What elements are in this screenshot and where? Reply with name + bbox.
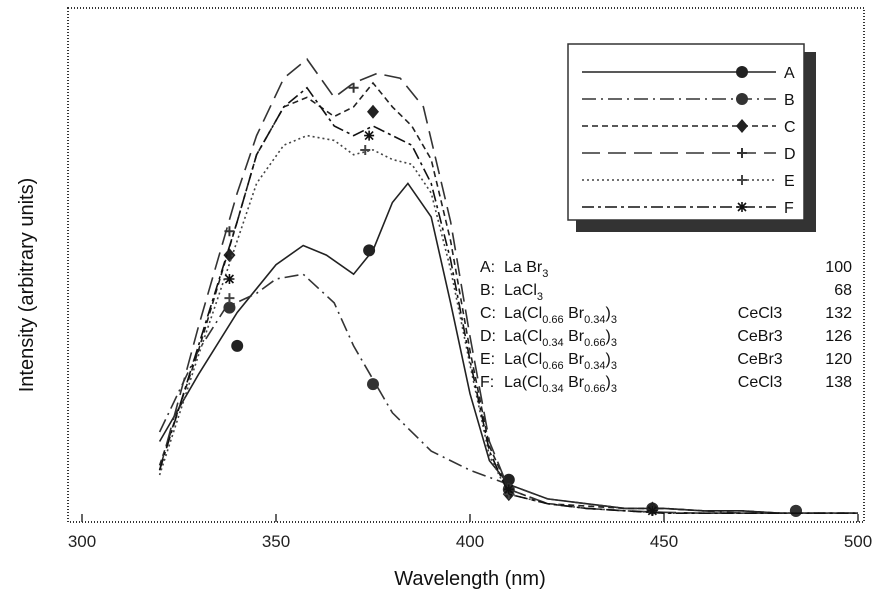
legend-label-B: B bbox=[784, 92, 795, 109]
formula-part: La(Cl bbox=[504, 374, 542, 391]
data-point bbox=[789, 504, 802, 517]
formula-subscript: 0.34 bbox=[584, 360, 605, 372]
composition-value: 100 bbox=[825, 259, 852, 276]
data-point bbox=[736, 93, 748, 105]
legend-label-F: F bbox=[784, 200, 794, 217]
legend-box bbox=[567, 43, 805, 221]
composition-formula: La(Cl0.66 Br0.34)3 bbox=[504, 351, 617, 372]
formula-subscript: 0.34 bbox=[542, 383, 563, 395]
composition-dopant: CeBr3 bbox=[737, 351, 782, 368]
series-line-F bbox=[158, 86, 858, 514]
data-point bbox=[736, 119, 748, 133]
formula-part: ) bbox=[606, 374, 611, 391]
formula-subscript: 3 bbox=[542, 268, 548, 280]
data-point bbox=[348, 82, 359, 93]
composition-formula: La(Cl0.66 Br0.34)3 bbox=[504, 305, 617, 326]
data-point bbox=[224, 293, 235, 304]
formula-part: La(Cl bbox=[504, 328, 542, 345]
formula-subscript: 3 bbox=[611, 360, 617, 372]
data-point bbox=[223, 301, 236, 314]
formula-part: LaCl bbox=[504, 282, 537, 299]
composition-formula: La(Cl0.34 Br0.66)3 bbox=[504, 328, 617, 349]
formula-subscript: 3 bbox=[611, 383, 617, 395]
data-point bbox=[364, 130, 375, 141]
formula-part: Br bbox=[564, 374, 585, 391]
data-point bbox=[223, 248, 236, 263]
formula-part: Br bbox=[564, 328, 585, 345]
x-tick-label: 350 bbox=[262, 532, 290, 551]
composition-value: 68 bbox=[834, 282, 852, 299]
formula-part: La(Cl bbox=[504, 305, 542, 322]
composition-label: D: bbox=[480, 328, 496, 345]
data-point bbox=[224, 274, 235, 284]
series-line-D bbox=[158, 57, 858, 514]
data-point bbox=[367, 104, 379, 119]
formula-part: ) bbox=[606, 305, 611, 322]
formula-subscript: 0.66 bbox=[542, 360, 563, 372]
composition-label: B: bbox=[480, 282, 495, 299]
x-axis-label: Wavelength (nm) bbox=[394, 568, 546, 590]
data-point bbox=[647, 505, 658, 516]
legend-label-C: C bbox=[784, 119, 796, 136]
y-axis-label: Intensity (arbitrary units) bbox=[16, 178, 38, 393]
composition-formula: La(Cl0.34 Br0.66)3 bbox=[504, 374, 617, 395]
formula-part: ) bbox=[606, 328, 611, 345]
legend-label-A: A bbox=[784, 65, 795, 82]
composition-label: A: bbox=[480, 259, 495, 276]
formula-part: ) bbox=[606, 351, 611, 368]
formula-subscript: 0.66 bbox=[584, 337, 605, 349]
composition-label: C: bbox=[480, 305, 496, 322]
formula-subscript: 0.34 bbox=[584, 314, 605, 326]
data-point bbox=[367, 378, 379, 391]
formula-subscript: 0.66 bbox=[584, 383, 605, 395]
data-point bbox=[360, 144, 371, 155]
series-line-B bbox=[158, 273, 858, 514]
formula-part: Br bbox=[564, 351, 585, 368]
data-point bbox=[231, 339, 244, 352]
data-point bbox=[736, 66, 748, 78]
composition-label: E: bbox=[480, 351, 495, 368]
x-tick-label: 300 bbox=[68, 532, 96, 551]
legend-label-D: D bbox=[784, 146, 796, 163]
formula-subscript: 0.66 bbox=[542, 314, 563, 326]
composition-dopant: CeBr3 bbox=[737, 328, 782, 345]
composition-value: 126 bbox=[825, 328, 852, 345]
composition-value: 138 bbox=[825, 374, 852, 391]
formula-subscript: 3 bbox=[611, 314, 617, 326]
composition-value: 132 bbox=[825, 305, 852, 322]
x-tick-label: 400 bbox=[456, 532, 484, 551]
composition-value: 120 bbox=[825, 351, 852, 368]
formula-part: La Br bbox=[504, 259, 543, 276]
data-point bbox=[737, 175, 747, 185]
data-point bbox=[737, 202, 747, 212]
data-point bbox=[737, 148, 747, 158]
x-tick-label: 500 bbox=[844, 532, 872, 551]
composition-label: F: bbox=[480, 374, 494, 391]
formula-part: La(Cl bbox=[504, 351, 542, 368]
formula-subscript: 3 bbox=[611, 337, 617, 349]
formula-subscript: 3 bbox=[537, 291, 543, 303]
legend-label-E: E bbox=[784, 173, 795, 190]
data-point bbox=[363, 244, 376, 257]
x-tick-label: 450 bbox=[650, 532, 678, 551]
composition-formula: La Br3 bbox=[504, 259, 548, 280]
data-point bbox=[224, 226, 235, 237]
composition-formula: LaCl3 bbox=[504, 282, 543, 303]
data-point bbox=[503, 484, 514, 495]
formula-part: Br bbox=[564, 305, 585, 322]
composition-dopant: CeCl3 bbox=[738, 374, 783, 391]
composition-dopant: CeCl3 bbox=[738, 305, 783, 322]
formula-subscript: 0.34 bbox=[542, 337, 563, 349]
